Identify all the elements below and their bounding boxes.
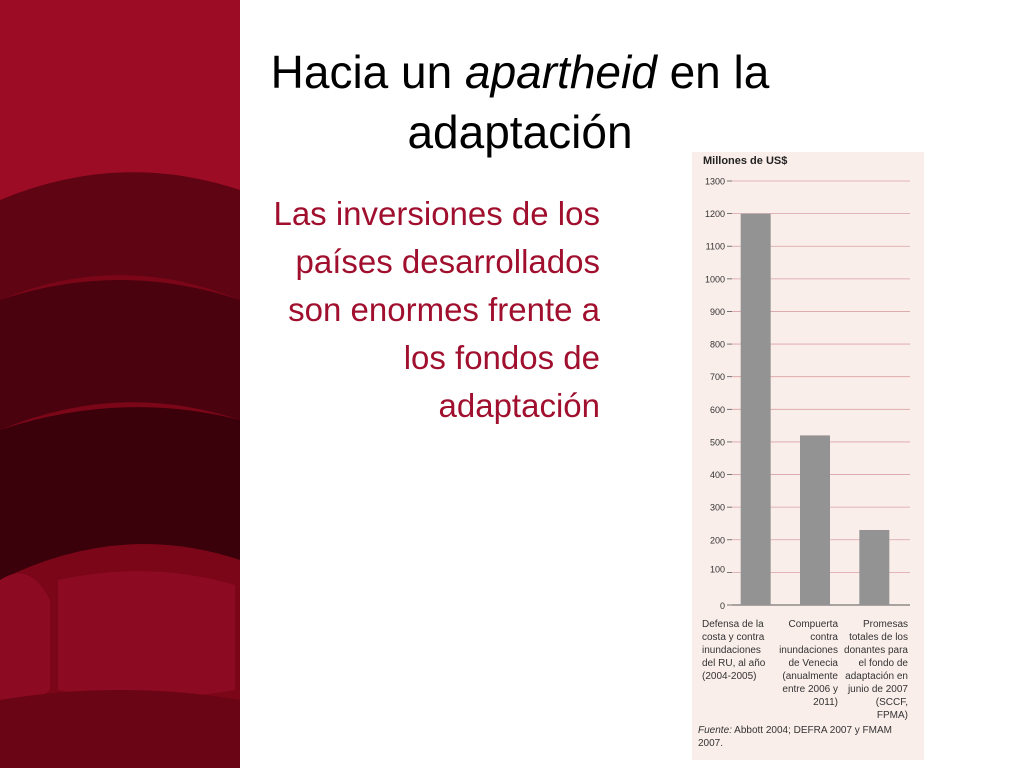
y-tick-label: 500 — [710, 437, 725, 447]
title-italic: apartheid — [464, 46, 657, 98]
source-text: Abbott 2004; DEFRA 2007 y FMAM 2007. — [698, 725, 892, 749]
bar-2 — [800, 435, 830, 605]
x-category-label: Compuerta contra inundaciones de Venecia… — [779, 619, 838, 708]
x-category-label: Promesas totales de los donantes para el… — [844, 619, 908, 721]
slide-title: Hacia un apartheid en la adaptación — [160, 42, 880, 162]
y-axis-title: Millones de US$ — [703, 155, 787, 167]
y-tick-label: 300 — [710, 503, 725, 513]
source-label: Fuente: — [698, 725, 732, 736]
y-tick-label: 1100 — [706, 242, 725, 252]
y-tick-label: 400 — [710, 470, 725, 480]
y-tick-label: 1000 — [705, 274, 725, 284]
title-part2: en la adaptación — [407, 46, 770, 158]
y-tick-label: 1200 — [705, 209, 725, 219]
bar-chart-figure: 0 100 200 300 400 500 600 700 800 900 1000 1100 1200… — [692, 152, 924, 760]
y-tick-label: 700 — [710, 372, 725, 382]
y-tick-label: 800 — [710, 340, 725, 350]
slide-subtitle: Las inversiones de los países desarrolla… — [273, 195, 600, 424]
y-tick-label: 200 — [710, 535, 725, 545]
bar-1 — [740, 213, 771, 605]
bar-3 — [859, 529, 890, 605]
y-tick-label: 900 — [710, 307, 725, 317]
y-tick-label: 600 — [710, 405, 725, 415]
title-part1: Hacia un — [270, 46, 465, 98]
decorative-red-panel — [0, 0, 240, 768]
source-note: Fuente: Abbott 2004; DEFRA 2007 y FMAM 2… — [698, 724, 918, 750]
chart-svg: 0 100 200 300 400 500 600 700 800 900 1000 1100 1200… — [703, 155, 910, 611]
y-tick-label: 1300 — [705, 177, 725, 187]
x-category-label: Defensa de la costa y contra inundacione… — [702, 619, 766, 682]
y-tick-label: 0 — [720, 601, 725, 611]
y-tick-label: 100 — [710, 564, 725, 574]
